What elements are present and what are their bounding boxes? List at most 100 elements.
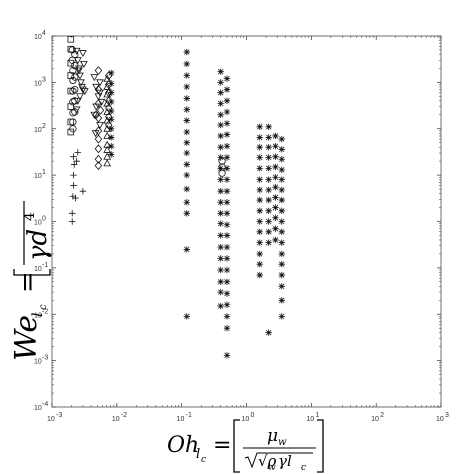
marker-asterisk [256,123,263,131]
marker-asterisk [256,196,263,204]
marker-asterisk [108,69,115,77]
y-tick-exponent: -3 [42,355,48,362]
marker-circle [69,125,77,133]
y-tick-label: 10 [34,127,42,134]
marker-asterisk [108,134,115,141]
x-label-numerator: μ [267,426,278,446]
marker-asterisk [217,121,224,129]
marker-asterisk [278,261,285,268]
y-tick-exponent: 4 [42,30,46,37]
marker-asterisk [183,60,190,68]
marker-plus [69,210,76,217]
marker-asterisk [278,239,285,246]
x-label-denominator-rest-sub: c [301,463,306,473]
marker-triangle-down [90,74,99,82]
marker-diamond [94,113,103,123]
marker-asterisk [278,283,285,290]
marker-triangle-down [90,111,99,119]
marker-asterisk [108,89,115,96]
marker-asterisk [217,154,224,161]
marker-asterisk [217,266,224,274]
marker-asterisk [217,302,224,310]
marker-asterisk [265,239,272,246]
marker-asterisk [256,239,263,246]
marker-triangle-up [103,159,112,167]
marker-asterisk [278,228,285,235]
marker-triangle-up [103,82,112,90]
y-tick-exponent: -1 [42,262,48,269]
marker-circle [71,73,79,81]
marker-asterisk [278,196,285,204]
marker-asterisk [108,116,115,123]
marker-asterisk [223,154,231,161]
y-label-symbol: We [9,315,44,361]
marker-asterisk [183,106,190,113]
x-label-right-bracket [317,419,324,473]
marker-triangle-down [96,122,104,130]
marker-asterisk [272,204,279,211]
x-label-symbol: Oh [167,433,199,458]
marker-triangle-down [92,83,101,91]
marker-asterisk [183,149,190,157]
marker-asterisk [217,176,224,183]
y-tick-label: 10 [34,266,42,273]
marker-asterisk [256,165,263,172]
marker-asterisk [108,125,115,132]
marker-asterisk [272,194,279,201]
marker-asterisk [183,128,190,136]
marker-asterisk [265,176,272,183]
marker-asterisk [278,135,285,143]
marker-triangle-down [73,57,82,65]
marker-asterisk [217,144,224,151]
y-tick-label: 10 [34,173,42,180]
y-label-equals: = [13,271,43,293]
x-label-left-bracket [233,419,240,473]
marker-asterisk [223,290,231,297]
marker-triangle-down [72,106,81,114]
marker-asterisk [223,221,231,228]
marker-asterisk [223,352,231,359]
marker-triangle-down [72,47,81,55]
marker-asterisk [278,176,285,183]
y-tick-label: 10 [34,220,42,227]
marker-asterisk [223,120,231,127]
marker-asterisk [265,123,272,131]
marker-asterisk [217,111,224,118]
y-label-denominator-sup: 4 [22,212,38,221]
marker-asterisk [183,313,190,320]
marker-asterisk [256,218,263,225]
marker-triangle-down [76,72,84,80]
marker-asterisk [223,131,231,138]
marker-asterisk [223,165,231,172]
y-tick-exponent: 1 [42,169,46,176]
marker-asterisk [223,255,231,262]
y-tick-exponent: -2 [42,308,48,315]
marker-asterisk [272,132,279,140]
y-label-subscript: l [30,313,46,317]
marker-asterisk [108,107,115,115]
marker-triangle-up [103,74,112,82]
marker-asterisk [265,196,272,204]
y-label-subsub: c [38,304,49,310]
marker-plus [70,171,77,179]
x-tick-exponent: 0 [251,412,255,419]
marker-triangle-down [97,98,106,106]
marker-asterisk [256,271,263,279]
marker-asterisk [272,143,279,150]
marker-asterisk [265,134,272,141]
marker-circle [71,85,79,94]
x-tick-label: 10 [242,416,250,423]
marker-asterisk [256,154,263,161]
marker-circle [69,87,77,95]
marker-asterisk [183,83,190,91]
marker-asterisk [217,68,224,75]
marker-diamond [94,144,103,154]
marker-asterisk [217,288,224,296]
marker-triangle-down [96,79,104,87]
marker-plus [72,194,79,202]
marker-asterisk [265,144,272,151]
marker-asterisk [256,250,263,258]
marker-asterisk [217,255,224,262]
